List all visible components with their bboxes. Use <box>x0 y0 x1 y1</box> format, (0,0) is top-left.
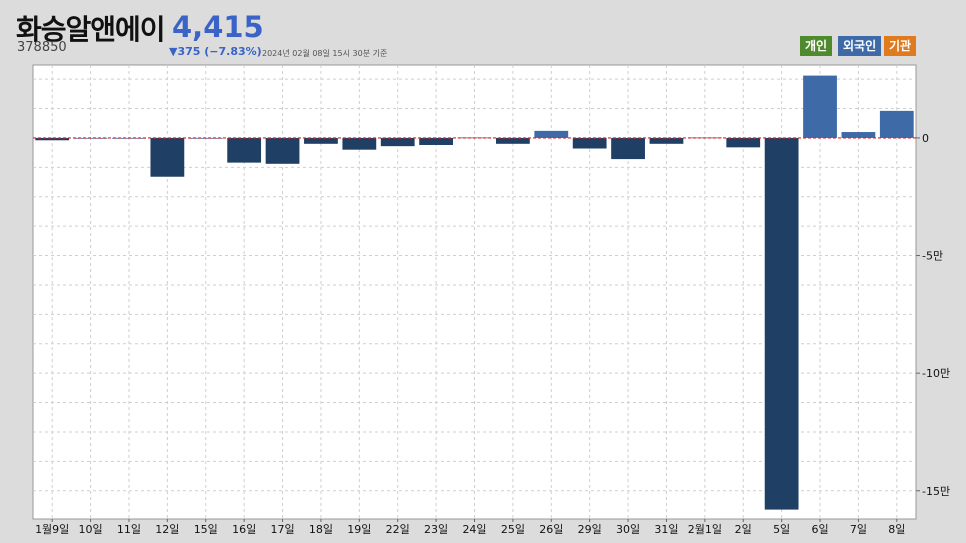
x-tick-label: 16일 <box>232 522 256 536</box>
bar <box>150 137 185 177</box>
x-tick-label: 17일 <box>270 522 294 536</box>
x-tick-label: 24일 <box>462 522 486 536</box>
x-tick-label: 22일 <box>386 522 410 536</box>
x-tick-label: 26일 <box>539 522 563 536</box>
x-tick-label: 8일 <box>888 522 905 536</box>
bar <box>495 137 530 144</box>
bar <box>803 75 837 138</box>
price-change: ▼375 (−7.83%) <box>169 45 262 58</box>
stock-code: 378850 <box>17 40 67 55</box>
x-tick-label: 2월1일 <box>688 522 722 536</box>
bar <box>534 130 569 138</box>
bar <box>879 110 914 138</box>
bar <box>419 137 454 145</box>
x-tick-label: 15일 <box>194 522 218 536</box>
bar <box>764 137 799 510</box>
y-tick-label: -15만 <box>922 485 950 498</box>
y-tick-label: -5만 <box>922 250 943 263</box>
x-tick-label: 25일 <box>501 522 525 536</box>
x-tick-label: 6일 <box>811 522 828 536</box>
x-tick-label: 18일 <box>309 522 333 536</box>
x-tick-label: 1월9일 <box>35 522 69 536</box>
bar <box>611 137 645 160</box>
x-tick-label: 29일 <box>578 522 602 536</box>
x-tick-label: 11일 <box>117 522 141 536</box>
stock-name: 화승알앤에이 <box>16 13 166 46</box>
x-tick-label: 2일 <box>735 522 752 536</box>
x-tick-label: 5일 <box>773 522 790 536</box>
bar <box>649 137 684 144</box>
x-tick-label: 23일 <box>424 522 448 536</box>
x-tick-label: 7일 <box>850 522 867 536</box>
y-tick-label: -10만 <box>922 367 950 380</box>
bar <box>304 137 338 144</box>
x-tick-label: 19일 <box>347 522 371 536</box>
y-tick-label: 0 <box>922 132 929 145</box>
x-tick-label: 31일 <box>654 522 678 536</box>
legend-foreign-button[interactable]: 외국인 <box>838 36 882 56</box>
x-tick-label: 30일 <box>616 522 640 536</box>
bar <box>35 137 70 141</box>
bar <box>265 137 300 164</box>
bar <box>380 137 415 147</box>
legend-individual-button[interactable]: 개인 <box>800 36 833 56</box>
bar <box>227 137 262 163</box>
bar <box>726 137 761 148</box>
legend-institution-button[interactable]: 기관 <box>884 36 917 56</box>
as-of-timestamp: 2024년 02월 08일 15시 30분 기준 <box>262 49 388 58</box>
x-tick-label: 12일 <box>155 522 179 536</box>
current-price: 4,415 <box>172 10 264 44</box>
bar <box>572 137 607 149</box>
bar <box>841 132 876 138</box>
bar <box>342 137 377 150</box>
x-tick-label: 10일 <box>79 522 103 536</box>
